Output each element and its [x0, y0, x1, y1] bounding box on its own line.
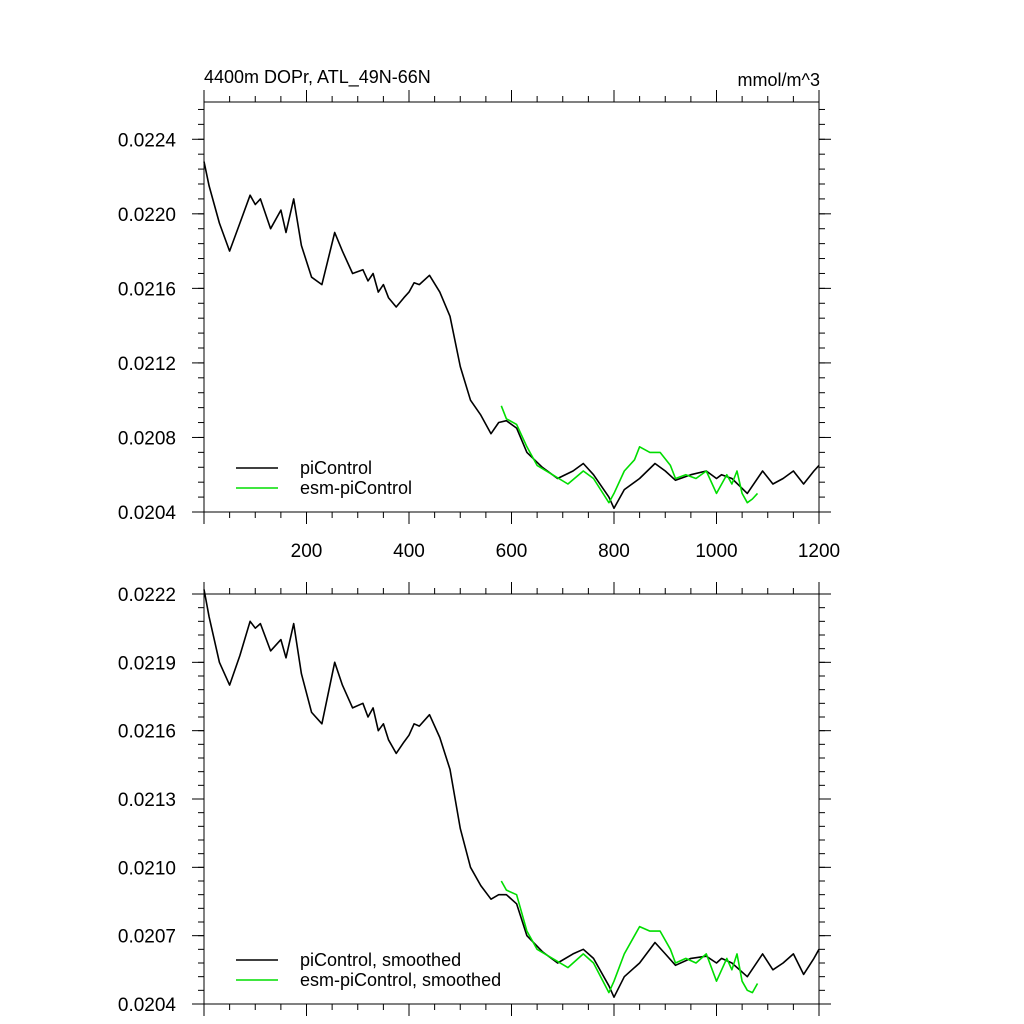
bottom-chart-lines: [203, 589, 820, 999]
y-tick-label: 0.0204: [118, 995, 177, 1016]
series-line: [500, 405, 759, 504]
y-tick-label: 0.0216: [118, 279, 176, 300]
x-tick-label: 600: [496, 541, 528, 562]
bottom-chart-frame: [203, 593, 820, 1005]
top-chart-ticks: 200 400 600 800 1000 1200 0.0204 0.0208 0.0212 0.…: [118, 90, 840, 562]
y-tick-label: 0.0208: [118, 428, 176, 449]
y-tick-label: 0.0213: [118, 790, 176, 811]
top-chart-units: mmol/m^3: [738, 70, 820, 90]
series-line: [203, 161, 820, 510]
y-tick-label: 0.0220: [118, 205, 176, 226]
y-tick-label: 0.0204: [118, 503, 177, 524]
y-tick-label: 0.0219: [118, 653, 176, 674]
y-tick-label: 0.0222: [118, 585, 176, 606]
y-tick-label: 0.0212: [118, 354, 176, 375]
legend-label: piControl: [300, 458, 372, 478]
legend-label: piControl, smoothed: [300, 950, 461, 970]
x-tick-label: 1200: [798, 541, 840, 562]
y-tick-label: 0.0216: [118, 722, 176, 743]
top-chart-title: 4400m DOPr, ATL_49N-66N: [204, 67, 431, 88]
legend-label: esm-piControl: [300, 478, 412, 498]
series-line: [203, 589, 820, 999]
y-tick-label: 0.0207: [118, 927, 176, 948]
x-tick-label: 800: [598, 541, 630, 562]
y-tick-label: 0.0224: [118, 130, 177, 151]
x-tick-label: 1000: [695, 541, 737, 562]
y-tick-label: 0.0210: [118, 858, 176, 879]
series-line: [500, 880, 759, 994]
x-tick-label: 200: [291, 541, 323, 562]
bottom-chart-panel: 0.0204 0.0207 0.0210 0.0213 0.0216 0.0219 0.02…: [118, 582, 831, 1016]
top-chart-panel: 4400m DOPr, ATL_49N-66N mmol/m^3 200 400 6…: [118, 67, 840, 562]
bottom-chart-ticks: 0.0204 0.0207 0.0210 0.0213 0.0216 0.0219 0.02…: [118, 582, 831, 1016]
x-tick-label: 400: [393, 541, 425, 562]
top-chart-frame: [203, 101, 820, 513]
legend-label: esm-piControl, smoothed: [300, 970, 501, 990]
top-chart-lines: [203, 161, 820, 510]
